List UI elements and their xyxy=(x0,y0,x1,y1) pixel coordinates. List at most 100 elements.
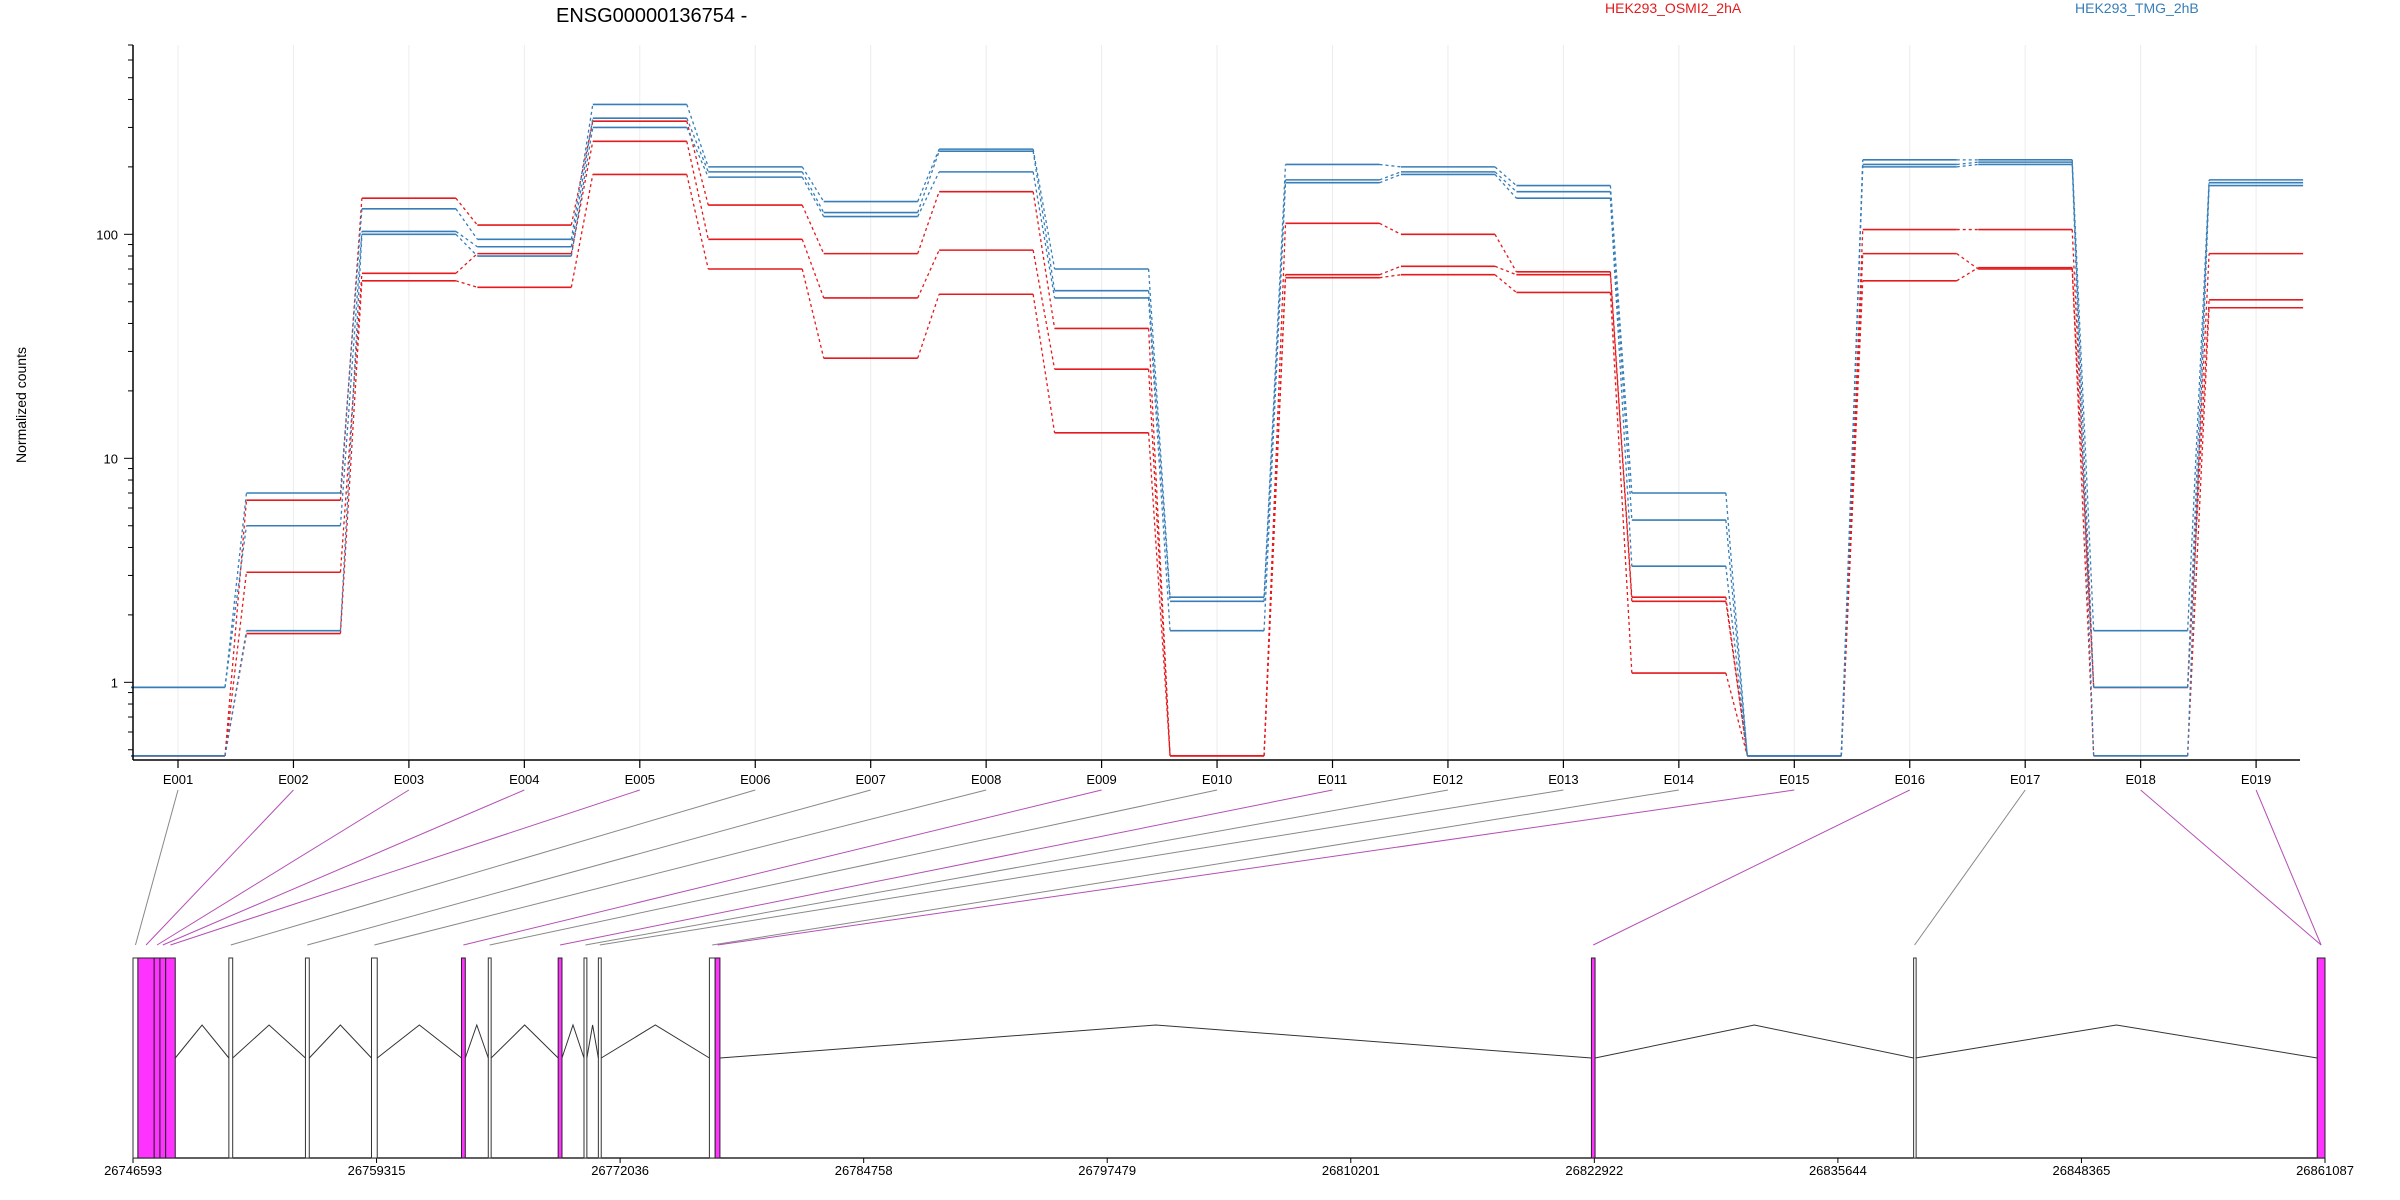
exon-box-e007 xyxy=(304,957,310,1159)
series-connector xyxy=(1263,223,1287,756)
series-connector xyxy=(686,104,709,168)
series-connector xyxy=(2071,162,2095,688)
exon-link-e008 xyxy=(374,789,987,946)
series-connector xyxy=(224,525,248,688)
exon-link-e001 xyxy=(134,789,179,946)
exon-box-e013 xyxy=(597,957,602,1159)
series-connector xyxy=(1725,601,1748,756)
exon-link-e015 xyxy=(717,789,1795,946)
series-connector xyxy=(570,104,594,240)
y-tick-label-1: 1 xyxy=(111,675,118,690)
exon-link-e011 xyxy=(559,789,1333,946)
series-connector xyxy=(1609,191,1633,521)
legend-entry-osmi2: HEK293_OSMI2_2hA xyxy=(1605,0,1742,16)
series-connector xyxy=(2071,159,2095,631)
series-connector xyxy=(1147,297,1171,631)
x-tick-label-e018: E018 xyxy=(2125,772,2155,787)
exon-box-e005 xyxy=(165,957,176,1159)
series-connector xyxy=(339,273,363,573)
y-axis-label: Normalized counts xyxy=(13,347,29,463)
exon-box-e003 xyxy=(153,957,161,1159)
x-tick-label-e007: E007 xyxy=(856,772,886,787)
series-connector xyxy=(1609,274,1633,602)
series-connector xyxy=(339,234,363,631)
series-connector xyxy=(2071,268,2095,688)
series-connector xyxy=(1956,163,1979,168)
axes: E001 E002 E003 E004 E005 E006 E007 E008 E009 E010… xyxy=(96,44,2300,787)
series-connector xyxy=(1494,274,1517,293)
intron-line xyxy=(232,1024,306,1059)
exon-link-e012 xyxy=(585,789,1449,946)
series-connector xyxy=(455,197,478,226)
x-tick-label-e014: E014 xyxy=(1664,772,1694,787)
series-connector xyxy=(2187,307,2210,756)
x-tick-label-e001: E001 xyxy=(163,772,193,787)
exon-box-e012 xyxy=(583,957,588,1159)
series-connector xyxy=(1147,268,1171,598)
x-tick-label-e005: E005 xyxy=(625,772,655,787)
intron-line xyxy=(174,1024,230,1059)
series-connector xyxy=(2187,253,2210,688)
series-connector xyxy=(1032,250,1056,370)
series-connector xyxy=(570,118,594,247)
series-connector xyxy=(224,500,248,756)
genomic-coordinate-label: 26835644 xyxy=(1809,1163,1867,1178)
series-connector xyxy=(1379,163,1402,168)
series-connector xyxy=(686,117,709,173)
series-connector xyxy=(917,150,940,213)
genomic-coordinate-label: 26822922 xyxy=(1565,1163,1623,1178)
genomic-coordinate-label: 26772036 xyxy=(591,1163,649,1178)
vertical-grid xyxy=(177,45,2257,760)
x-tick-label-e003: E003 xyxy=(394,772,424,787)
exon-box-e010 xyxy=(487,957,492,1159)
series-lines xyxy=(131,103,2304,757)
intron-line xyxy=(464,1023,489,1059)
exon-link-e007 xyxy=(307,789,871,946)
genomic-coordinate-label: 26746593 xyxy=(104,1163,162,1178)
y-tick-label-100: 100 xyxy=(96,227,118,242)
x-tick-label-e011: E011 xyxy=(1318,772,1347,787)
x-tick-label-e015: E015 xyxy=(1779,772,1809,787)
x-tick-label-e010: E010 xyxy=(1202,772,1232,787)
intron-line xyxy=(308,1024,372,1059)
series-connector xyxy=(2187,299,2210,688)
series-connector xyxy=(1725,672,1748,756)
series-connector xyxy=(570,127,594,257)
exon-link-e005 xyxy=(170,789,640,946)
exon-box-e011 xyxy=(557,957,563,1159)
series-connector xyxy=(1263,179,1287,602)
exon-box-e014 xyxy=(708,957,716,1159)
series-connector xyxy=(2187,185,2210,756)
series-connector xyxy=(1609,198,1633,567)
series-connector xyxy=(917,249,940,299)
exon-box-e001 xyxy=(132,957,139,1159)
intron-line xyxy=(586,1024,599,1059)
chart-title: ENSG00000136754 - xyxy=(556,5,747,27)
series-connector xyxy=(455,230,478,248)
exon-link-e006 xyxy=(230,789,756,946)
x-tick-label-e017: E017 xyxy=(2010,772,2040,787)
series-connector xyxy=(1379,222,1402,235)
series-connector xyxy=(1840,253,1864,756)
series-connector xyxy=(1379,274,1402,279)
series-connector xyxy=(801,268,825,359)
genomic-coordinate-label: 26848365 xyxy=(2053,1163,2111,1178)
genomic-coordinate-label: 26759315 xyxy=(348,1163,406,1178)
series-connector xyxy=(1956,161,1979,166)
series-connector xyxy=(801,239,825,299)
series-connector xyxy=(917,191,940,254)
intron-line xyxy=(719,1024,1592,1059)
genomic-coordinate-label: 26784758 xyxy=(835,1163,893,1178)
series-connector xyxy=(224,572,248,756)
exon-link-e003 xyxy=(156,789,410,946)
series-connector xyxy=(1263,277,1287,756)
series-connector xyxy=(1725,492,1748,756)
series-connector xyxy=(1494,166,1517,187)
exon-box-e004 xyxy=(159,957,167,1159)
exon-box-e015 xyxy=(714,957,721,1159)
series-connector xyxy=(1263,164,1287,598)
x-tick-label-e013: E013 xyxy=(1548,772,1578,787)
series-connector xyxy=(224,630,248,756)
x-tick-label-e004: E004 xyxy=(509,772,539,787)
